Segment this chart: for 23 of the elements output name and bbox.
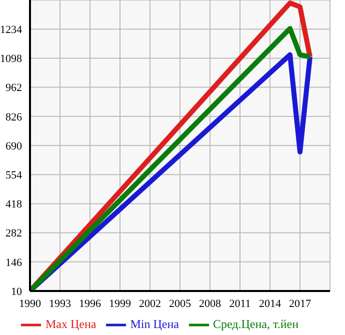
x-tick-label: 1993 bbox=[49, 298, 72, 310]
x-tick-label: 1999 bbox=[109, 298, 132, 310]
x-tick-label: 2002 bbox=[139, 298, 161, 310]
y-tick-label: 282 bbox=[6, 228, 22, 240]
legend-label: Max Цена bbox=[45, 316, 96, 331]
y-tick-label: 146 bbox=[6, 256, 22, 269]
x-tick-label: 2005 bbox=[169, 298, 192, 310]
y-tick-label: 962 bbox=[6, 82, 22, 94]
x-tick-label: 1990 bbox=[19, 298, 42, 310]
x-tick-label: 2008 bbox=[199, 298, 222, 310]
x-tick-label: 2014 bbox=[259, 298, 282, 310]
x-tick-label: 2017 bbox=[289, 298, 312, 310]
y-tick-label: 826 bbox=[6, 111, 22, 124]
x-tick-label: 1996 bbox=[79, 298, 102, 310]
y-tick-label: 418 bbox=[6, 198, 22, 211]
y-tick-label: 10 bbox=[11, 286, 22, 298]
legend-label: Min Цена bbox=[130, 316, 179, 331]
y-tick-label: 1234 bbox=[0, 24, 22, 36]
legend-label: Сред.Цена, т.йен bbox=[212, 316, 299, 331]
y-tick-label: 1098 bbox=[0, 53, 22, 66]
x-tick-label: 2011 bbox=[229, 298, 251, 310]
y-tick-label: 554 bbox=[6, 170, 22, 182]
y-tick-label: 690 bbox=[6, 140, 22, 152]
